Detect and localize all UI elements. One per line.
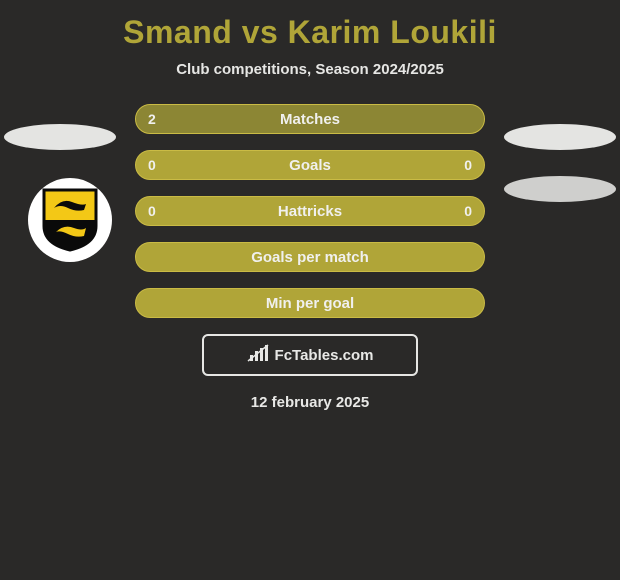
stat-label: Min per goal: [136, 289, 484, 317]
player-left-placeholder: [4, 124, 116, 150]
stat-right-value: 0: [464, 197, 472, 225]
stat-right-value: 0: [464, 151, 472, 179]
player-right-placeholder-2: [504, 176, 616, 202]
brand-text: FcTables.com: [275, 347, 374, 364]
stat-label: Goals per match: [136, 243, 484, 271]
stat-row-matches: 2 Matches: [135, 104, 485, 134]
stat-label: Matches: [136, 105, 484, 133]
stat-row-goals: 0 Goals 0: [135, 150, 485, 180]
subtitle: Club competitions, Season 2024/2025: [0, 61, 620, 78]
stat-row-hattricks: 0 Hattricks 0: [135, 196, 485, 226]
brand-bars-icon: [247, 344, 269, 367]
date-line: 12 february 2025: [0, 394, 620, 411]
stat-row-goals-per-match: Goals per match: [135, 242, 485, 272]
brand-pill: FcTables.com: [202, 334, 418, 376]
page-title: Smand vs Karim Loukili: [0, 0, 620, 51]
stat-label: Goals: [136, 151, 484, 179]
stat-row-min-per-goal: Min per goal: [135, 288, 485, 318]
club-badge: [28, 178, 112, 262]
player-right-placeholder-1: [504, 124, 616, 150]
stat-label: Hattricks: [136, 197, 484, 225]
club-shield-icon: [42, 188, 98, 252]
